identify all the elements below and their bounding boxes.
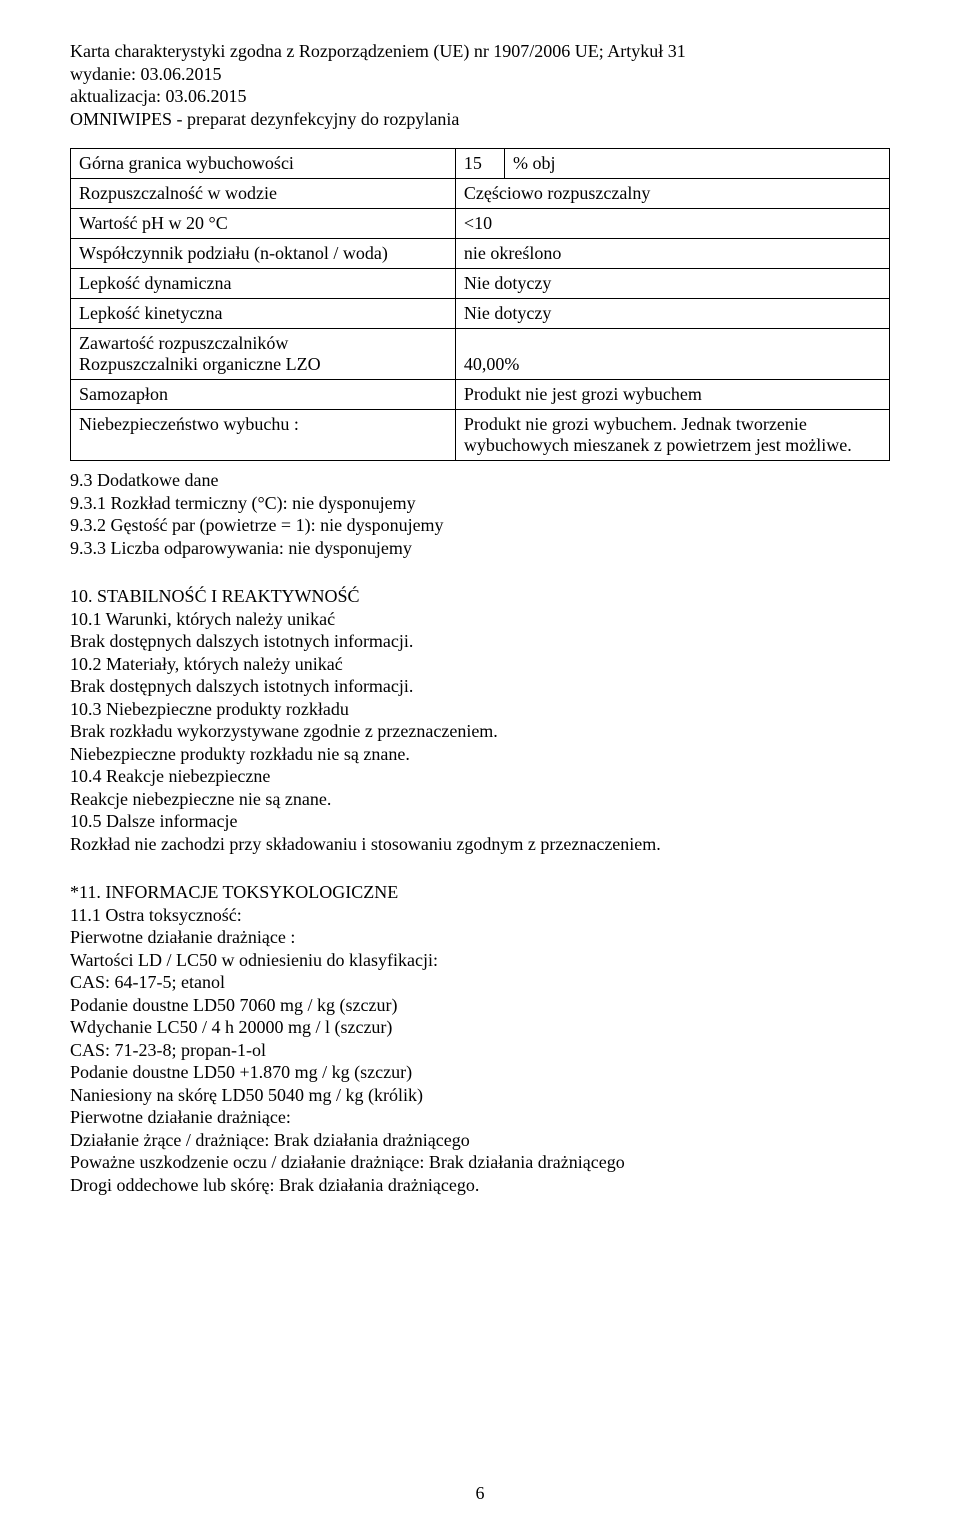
text-line: 10.3 Niebezpieczne produkty rozkładu [70,698,890,721]
text-line: Działanie żrące / drażniące: Brak działa… [70,1129,890,1152]
text-line: Wdychanie LC50 / 4 h 20000 mg / l (szczu… [70,1016,890,1039]
properties-table-body: Górna granica wybuchowości15% objRozpusz… [71,149,890,461]
text-line: 10.5 Dalsze informacje [70,810,890,833]
property-label: Lepkość dynamiczna [71,269,456,299]
header-line-1: Karta charakterystyki zgodna z Rozporząd… [70,40,890,63]
text-line: 9.3 Dodatkowe dane [70,469,890,492]
table-row: Lepkość dynamicznaNie dotyczy [71,269,890,299]
page: Karta charakterystyki zgodna z Rozporząd… [0,0,960,1528]
text-line: Brak dostępnych dalszych istotnych infor… [70,630,890,653]
table-row: Górna granica wybuchowości15% obj [71,149,890,179]
property-value-2: % obj [505,149,890,179]
property-value: <10 [455,209,889,239]
property-value: 40,00% [455,329,889,380]
properties-table: Górna granica wybuchowości15% objRozpusz… [70,148,890,461]
table-row: Lepkość kinetycznaNie dotyczy [71,299,890,329]
after-table-block: 9.3 Dodatkowe dane9.3.1 Rozkład termiczn… [70,469,890,559]
property-label: Zawartość rozpuszczalników Rozpuszczalni… [71,329,456,380]
text-line: Podanie doustne LD50 7060 mg / kg (szczu… [70,994,890,1017]
header-line-3: aktualizacja: 03.06.2015 [70,85,890,108]
text-line: 11.1 Ostra toksyczność: [70,904,890,927]
section-10: 10. STABILNOŚĆ I REAKTYWNOŚĆ10.1 Warunki… [70,585,890,855]
table-row: Zawartość rozpuszczalników Rozpuszczalni… [71,329,890,380]
text-line: Pierwotne działanie drażniące : [70,926,890,949]
text-line: *11. INFORMACJE TOKSYKOLOGICZNE [70,881,890,904]
text-line: 9.3.2 Gęstość par (powietrze = 1): nie d… [70,514,890,537]
table-row: Współczynnik podziału (n-oktanol / woda)… [71,239,890,269]
property-value: nie określono [455,239,889,269]
text-line: Rozkład nie zachodzi przy składowaniu i … [70,833,890,856]
text-line: Pierwotne działanie drażniące: [70,1106,890,1129]
text-line: Brak rozkładu wykorzystywane zgodnie z p… [70,720,890,743]
text-line: Reakcje niebezpieczne nie są znane. [70,788,890,811]
section-11: *11. INFORMACJE TOKSYKOLOGICZNE11.1 Ostr… [70,881,890,1196]
property-label: Niebezpieczeństwo wybuchu : [71,410,456,461]
table-row: SamozapłonProdukt nie jest grozi wybuche… [71,380,890,410]
table-row: Niebezpieczeństwo wybuchu :Produkt nie g… [71,410,890,461]
property-label: Współczynnik podziału (n-oktanol / woda) [71,239,456,269]
text-line: Drogi oddechowe lub skórę: Brak działani… [70,1174,890,1197]
document-header: Karta charakterystyki zgodna z Rozporząd… [70,40,890,130]
text-line: Podanie doustne LD50 +1.870 mg / kg (szc… [70,1061,890,1084]
property-value: Nie dotyczy [455,299,889,329]
text-line: Poważne uszkodzenie oczu / działanie dra… [70,1151,890,1174]
header-line-2: wydanie: 03.06.2015 [70,63,890,86]
property-value: Produkt nie grozi wybuchem. Jednak tworz… [455,410,889,461]
text-line: CAS: 64-17-5; etanol [70,971,890,994]
table-row: Wartość pH w 20 °C<10 [71,209,890,239]
property-value: Produkt nie jest grozi wybuchem [455,380,889,410]
page-number: 6 [0,1483,960,1504]
table-row: Rozpuszczalność w wodzieCzęściowo rozpus… [71,179,890,209]
property-label: Górna granica wybuchowości [71,149,456,179]
text-line: 9.3.1 Rozkład termiczny (°C): nie dyspon… [70,492,890,515]
text-line: 10. STABILNOŚĆ I REAKTYWNOŚĆ [70,585,890,608]
text-line: 10.1 Warunki, których należy unikać [70,608,890,631]
property-value: Nie dotyczy [455,269,889,299]
text-line: Brak dostępnych dalszych istotnych infor… [70,675,890,698]
text-line: 10.4 Reakcje niebezpieczne [70,765,890,788]
property-value-1: 15 [455,149,504,179]
text-line: Naniesiony na skórę LD50 5040 mg / kg (k… [70,1084,890,1107]
text-line: 9.3.3 Liczba odparowywania: nie dysponuj… [70,537,890,560]
property-label: Lepkość kinetyczna [71,299,456,329]
property-label: Wartość pH w 20 °C [71,209,456,239]
text-line: CAS: 71-23-8; propan-1-ol [70,1039,890,1062]
property-label: Samozapłon [71,380,456,410]
property-label: Rozpuszczalność w wodzie [71,179,456,209]
property-value: Częściowo rozpuszczalny [455,179,889,209]
text-line: Niebezpieczne produkty rozkładu nie są z… [70,743,890,766]
text-line: Wartości LD / LC50 w odniesieniu do klas… [70,949,890,972]
text-line: 10.2 Materiały, których należy unikać [70,653,890,676]
header-line-4: OMNIWIPES - preparat dezynfekcyjny do ro… [70,108,890,131]
